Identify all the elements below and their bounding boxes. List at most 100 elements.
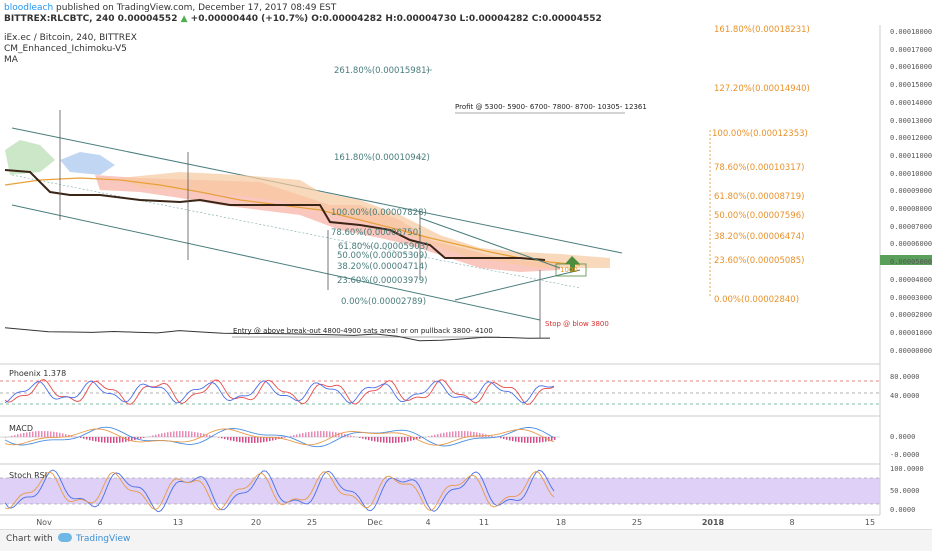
macd-bar bbox=[446, 432, 448, 437]
price-axis-tick: 0.00001000 bbox=[890, 329, 932, 337]
x-tick: 13 bbox=[158, 518, 198, 527]
macd-bar bbox=[17, 434, 19, 437]
macd-tick: 0.0000 bbox=[890, 433, 915, 441]
macd-bar bbox=[35, 431, 37, 437]
price-axis-tick: 0.00012000 bbox=[890, 134, 932, 142]
macd-bar bbox=[377, 437, 379, 442]
macd-bar bbox=[305, 432, 307, 437]
macd-bar bbox=[104, 437, 106, 443]
macd-bar bbox=[11, 436, 13, 437]
stoch-tick: 0.0000 bbox=[890, 506, 915, 514]
fib-left-label: 23.60%(0.00003979) bbox=[337, 276, 427, 286]
macd-bar bbox=[179, 431, 181, 437]
price-axis-tick: 0.00017000 bbox=[890, 46, 932, 54]
price-axis-tick: 0.00006000 bbox=[890, 240, 932, 248]
macd-bar bbox=[314, 431, 316, 437]
macd-bar bbox=[239, 437, 241, 442]
macd-bar bbox=[194, 432, 196, 437]
profit-annotation: Profit @ 5300- 5900- 6700- 7800- 8700- 1… bbox=[455, 103, 647, 111]
macd-bar bbox=[455, 431, 457, 437]
macd-bar bbox=[173, 431, 175, 437]
macd-bar bbox=[542, 437, 544, 442]
fib-right-label: 127.20%(0.00014940) bbox=[714, 84, 810, 94]
macd-bar bbox=[26, 432, 28, 437]
macd-bar bbox=[110, 437, 112, 443]
macd-bar bbox=[197, 432, 199, 437]
macd-bar bbox=[236, 437, 238, 442]
macd-bar bbox=[113, 437, 115, 443]
x-tick: Nov bbox=[24, 518, 64, 527]
macd-label[interactable]: MACD bbox=[9, 424, 33, 433]
target-box-label: 1000 bbox=[560, 266, 578, 274]
macd-bar bbox=[410, 437, 412, 441]
macd-bar bbox=[479, 433, 481, 437]
price-axis-tick: 0.00007000 bbox=[890, 223, 932, 231]
macd-bar bbox=[500, 437, 502, 438]
macd-bar bbox=[248, 437, 250, 443]
macd-bar bbox=[371, 437, 373, 441]
macd-bar bbox=[20, 434, 22, 437]
macd-bar bbox=[47, 431, 49, 437]
entry-annotation: Entry @ above break-out 4800-4900 sats a… bbox=[233, 327, 493, 335]
x-tick: Dec bbox=[355, 518, 395, 527]
macd-bar bbox=[437, 434, 439, 437]
macd-bar bbox=[152, 435, 154, 437]
macd-bar bbox=[95, 437, 97, 441]
fib-right-label: 38.20%(0.00006474) bbox=[714, 232, 804, 242]
x-tick: 6 bbox=[80, 518, 120, 527]
macd-bar bbox=[284, 437, 286, 438]
macd-bar bbox=[359, 437, 361, 438]
fib-left-label: 161.80%(0.00010942) bbox=[334, 153, 430, 163]
ichimoku-cloud-blue bbox=[60, 152, 115, 175]
price-axis-tick: 0.00011000 bbox=[890, 152, 932, 160]
macd-bar bbox=[434, 435, 436, 437]
tradingview-logo[interactable]: TradingView bbox=[76, 534, 130, 544]
macd-bar bbox=[323, 431, 325, 437]
macd-bar bbox=[350, 435, 352, 437]
macd-bar bbox=[182, 431, 184, 437]
fib-left-label: 38.20%(0.00004714) bbox=[337, 262, 427, 272]
macd-bar bbox=[251, 437, 253, 443]
macd-bar bbox=[308, 432, 310, 437]
stoch-label[interactable]: Stoch RSI bbox=[9, 471, 47, 480]
macd-bar bbox=[23, 433, 25, 437]
macd-bar bbox=[440, 433, 442, 437]
phoenix-tick: 40.0000 bbox=[890, 392, 920, 400]
macd-bar bbox=[158, 434, 160, 437]
stoch-tick: 50.0000 bbox=[890, 487, 920, 495]
macd-bar bbox=[389, 437, 391, 443]
macd-bar bbox=[191, 432, 193, 437]
macd-bar bbox=[140, 437, 142, 439]
macd-bar bbox=[368, 437, 370, 440]
price-axis-tick: 0.00003000 bbox=[890, 294, 932, 302]
macd-bar bbox=[428, 436, 430, 437]
phoenix-label[interactable]: Phoenix 1.378 bbox=[9, 369, 66, 378]
macd-bar bbox=[41, 431, 43, 437]
macd-bar bbox=[188, 431, 190, 437]
price-axis-tick: 0.00014000 bbox=[890, 99, 932, 107]
macd-bar bbox=[395, 437, 397, 443]
macd-bar bbox=[149, 436, 151, 437]
macd-bar bbox=[362, 437, 364, 439]
x-tick: 15 bbox=[850, 518, 890, 527]
price-axis-tick: 0.00013000 bbox=[890, 117, 932, 125]
x-tick: 20 bbox=[236, 518, 276, 527]
macd-bar bbox=[530, 437, 532, 443]
macd-bar bbox=[353, 436, 355, 437]
macd-bar bbox=[527, 437, 529, 443]
x-tick: 4 bbox=[408, 518, 448, 527]
macd-bar bbox=[218, 437, 220, 438]
macd-bar bbox=[230, 437, 232, 441]
macd-bar bbox=[302, 433, 304, 437]
macd-bar bbox=[491, 436, 493, 437]
macd-bar bbox=[143, 437, 145, 438]
macd-bar bbox=[245, 437, 247, 443]
macd-bar bbox=[200, 433, 202, 437]
macd-bar bbox=[518, 437, 520, 442]
macd-bar bbox=[254, 437, 256, 443]
macd-bar bbox=[14, 435, 16, 437]
macd-bar bbox=[365, 437, 367, 439]
macd-bar bbox=[317, 431, 319, 437]
fib-right-label: 50.00%(0.00007596) bbox=[714, 211, 804, 221]
